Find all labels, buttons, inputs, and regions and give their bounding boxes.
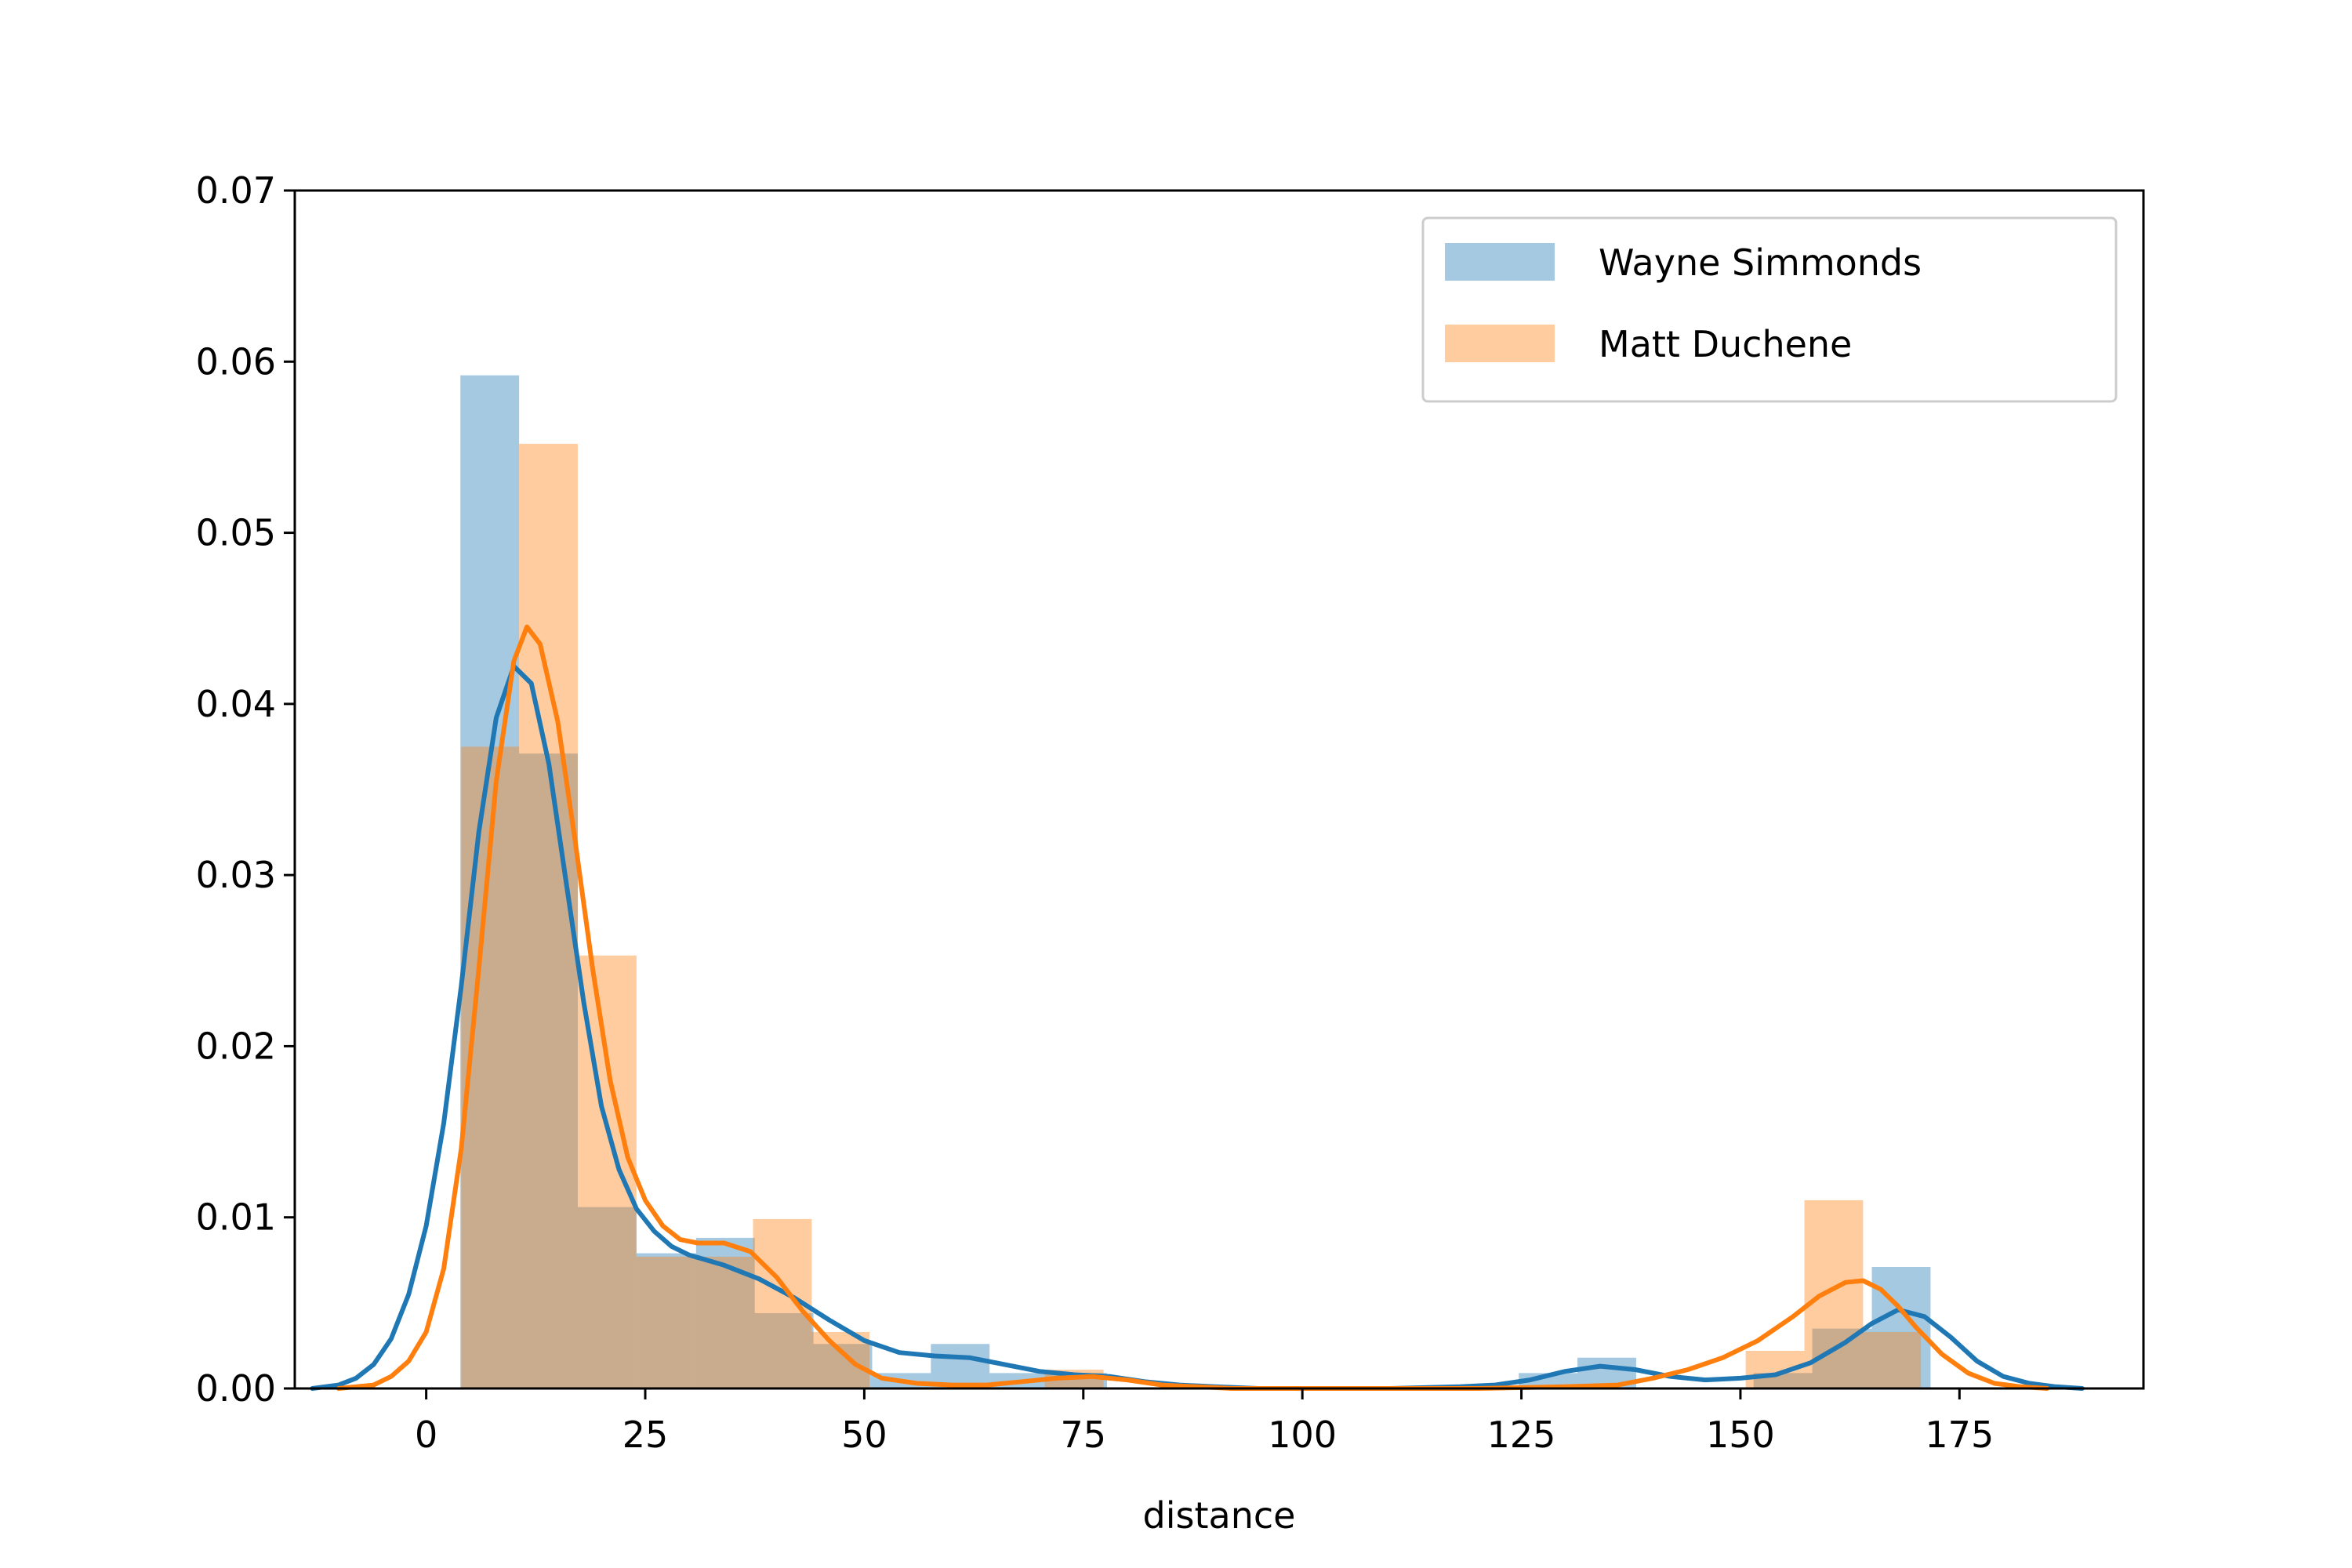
y-tick-label: 0.00 [196, 1367, 276, 1410]
y-tick-label: 0.06 [196, 340, 276, 383]
y-axis-ticks: 0.00 0.01 0.02 0.03 0.04 0.05 0.06 0.07 [196, 169, 295, 1410]
x-tick-label: 25 [622, 1414, 669, 1456]
bar-wayne-simmonds-5 [754, 1312, 814, 1388]
x-tick-label: 50 [841, 1414, 887, 1456]
kde-lines [310, 624, 2085, 1391]
bar-matt-duchene-24 [1863, 1331, 1922, 1388]
bar-wayne-simmonds-3 [636, 1253, 696, 1388]
histogram-bars [460, 375, 1931, 1389]
x-tick-label: 150 [1706, 1414, 1775, 1456]
x-tick-label: 100 [1268, 1414, 1337, 1456]
bar-matt-duchene-6 [811, 1331, 870, 1388]
kde-line-matt-duchene [336, 624, 2050, 1391]
x-axis-ticks: 0 25 50 75 100 125 150 175 [415, 1388, 1994, 1456]
y-tick-label: 0.01 [196, 1196, 276, 1239]
y-tick-label: 0.07 [196, 169, 276, 212]
bar-matt-duchene-23 [1804, 1200, 1864, 1388]
bar-wayne-simmonds-0 [460, 375, 520, 1389]
bar-wayne-simmonds-8 [931, 1344, 990, 1388]
kde-line-wayne-simmonds [310, 663, 2085, 1391]
x-tick-label: 0 [415, 1414, 437, 1456]
y-tick-label: 0.03 [196, 854, 276, 896]
bar-matt-duchene-3 [636, 1256, 695, 1388]
legend-box [1421, 216, 2118, 403]
y-tick-label: 0.04 [196, 683, 276, 725]
bar-matt-duchene-4 [694, 1256, 753, 1388]
x-tick-label: 125 [1487, 1414, 1556, 1456]
bar-wayne-simmonds-4 [695, 1237, 755, 1388]
y-tick-label: 0.05 [196, 512, 276, 554]
legend-swatch-matt-duchene [1445, 325, 1555, 362]
x-tick-label: 175 [1925, 1414, 1994, 1456]
legend-label-matt-duchene: Matt Duchene [1599, 323, 1852, 365]
y-tick-label: 0.02 [196, 1025, 276, 1067]
x-axis-label: distance [1143, 1494, 1296, 1537]
bar-wayne-simmonds-1 [519, 753, 578, 1388]
legend-label-wayne-simmonds: Wayne Simmonds [1599, 241, 1922, 284]
legend: Wayne Simmonds Matt Duchene [1421, 216, 2118, 403]
axes-frame [293, 189, 2145, 1390]
legend-swatch-wayne-simmonds [1445, 243, 1555, 281]
bar-matt-duchene-1 [519, 444, 578, 1388]
x-tick-label: 75 [1061, 1414, 1107, 1456]
bar-wayne-simmonds-2 [577, 1207, 637, 1388]
